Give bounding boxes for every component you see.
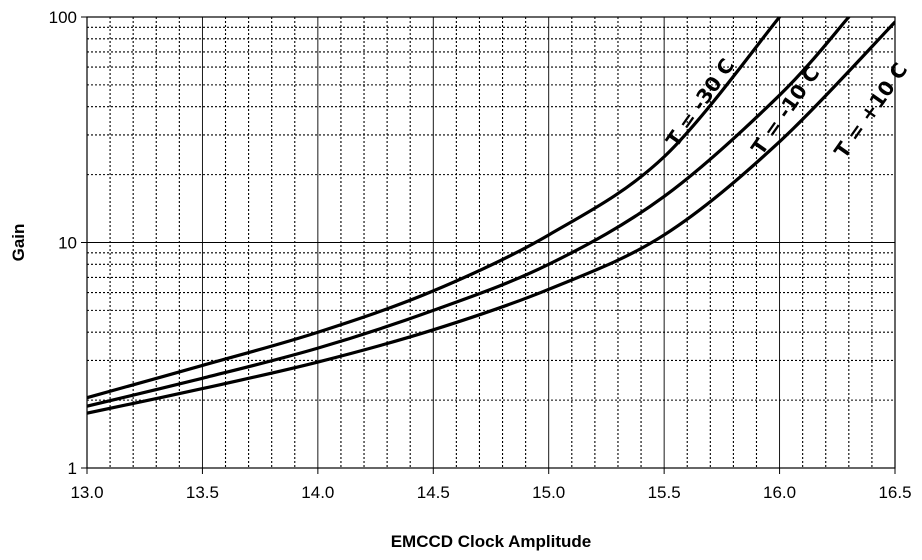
- grid: [86, 17, 896, 468]
- y-tick-label: 10: [58, 234, 77, 253]
- x-tick-label: 16.0: [763, 483, 796, 502]
- ticks: 13.0 13.5 14.0 14.5 15.0 15.5 16.0 16.5 1 10 100: [49, 8, 912, 502]
- plot-frame: [86, 16, 896, 469]
- series-label-t-plus-10c: T = +10 C: [829, 58, 912, 162]
- x-tick-label: 14.0: [301, 483, 334, 502]
- series-line-t-plus-10c: [87, 20, 895, 415]
- y-tick-label: 1: [68, 459, 77, 478]
- x-tick-label: 16.5: [878, 483, 911, 502]
- series-line-t-minus-10c: [87, 17, 851, 408]
- x-tick-label: 13.5: [186, 483, 219, 502]
- x-tick-label: 13.0: [70, 483, 103, 502]
- series-label-t-minus-30c: T = -30 C: [661, 54, 739, 151]
- y-tick-label: 100: [49, 8, 77, 27]
- curves: [87, 17, 895, 415]
- series-line-t-minus-30c: [87, 17, 782, 400]
- y-axis-title: Gain: [9, 224, 28, 262]
- x-axis-title: EMCCD Clock Amplitude: [391, 532, 592, 551]
- x-tick-label: 15.5: [648, 483, 681, 502]
- x-tick-label: 14.5: [417, 483, 450, 502]
- x-tick-label: 15.0: [532, 483, 565, 502]
